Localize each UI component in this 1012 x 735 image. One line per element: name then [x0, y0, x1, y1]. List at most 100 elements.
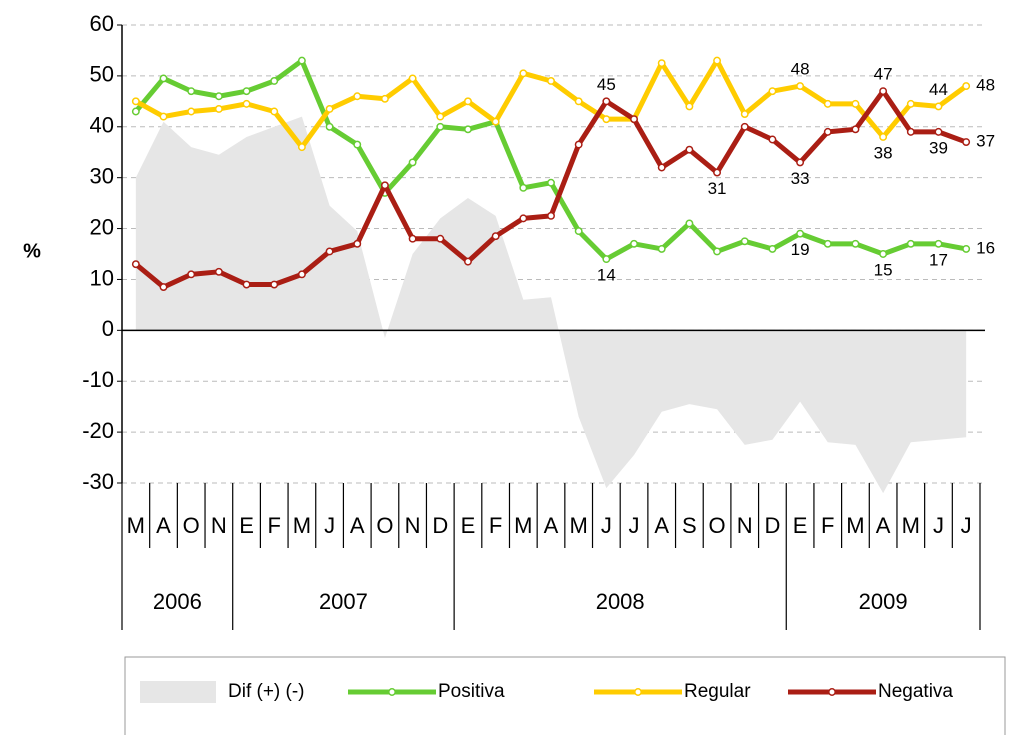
y-tick-label: -20 — [82, 418, 114, 443]
legend-swatch — [140, 681, 216, 703]
marker — [519, 69, 528, 78]
y-tick-label: -10 — [82, 367, 114, 392]
marker — [906, 239, 915, 248]
legend-label: Dif (+) (-) — [228, 681, 305, 702]
marker — [713, 247, 722, 256]
data-label: 48 — [791, 60, 810, 79]
marker — [380, 181, 389, 190]
marker — [464, 97, 472, 106]
y-tick-label: 10 — [90, 265, 114, 290]
x-tick-label: M — [127, 513, 145, 538]
y-axis-label: % — [23, 240, 41, 262]
x-tick-label: A — [876, 513, 891, 538]
marker — [602, 97, 611, 106]
x-tick-label: D — [764, 513, 780, 538]
marker — [879, 87, 888, 96]
data-label: 39 — [929, 138, 948, 157]
marker — [823, 127, 832, 136]
marker — [962, 138, 971, 146]
year-label: 2008 — [596, 589, 645, 614]
x-tick-label: M — [902, 513, 920, 538]
marker — [934, 239, 943, 248]
marker — [740, 237, 749, 246]
legend-marker — [634, 688, 642, 696]
marker — [768, 135, 777, 144]
marker — [768, 244, 777, 253]
legend-marker — [828, 688, 836, 696]
marker — [657, 59, 666, 68]
marker — [685, 219, 694, 228]
x-tick-label: J — [961, 513, 972, 538]
marker — [270, 77, 279, 85]
marker — [796, 82, 805, 91]
marker — [934, 102, 943, 111]
marker — [297, 143, 306, 152]
marker — [657, 244, 666, 253]
marker — [436, 234, 445, 243]
marker — [823, 239, 832, 248]
marker — [325, 122, 334, 131]
marker — [131, 260, 140, 269]
marker — [380, 94, 389, 103]
data-label: 48 — [976, 76, 995, 95]
marker — [408, 158, 417, 167]
marker — [823, 99, 832, 108]
y-tick-label: 60 — [90, 11, 114, 36]
marker — [602, 115, 611, 124]
year-label: 2007 — [319, 589, 368, 614]
marker — [574, 97, 583, 106]
legend-label: Regular — [684, 681, 751, 702]
marker — [713, 56, 722, 65]
marker — [353, 239, 362, 248]
x-tick-label: S — [682, 513, 697, 538]
marker — [851, 99, 860, 108]
marker — [242, 280, 251, 289]
data-label: 44 — [929, 80, 948, 99]
marker — [436, 122, 445, 131]
x-tick-label: O — [709, 513, 726, 538]
y-tick-label: 40 — [90, 113, 114, 138]
marker — [630, 239, 638, 248]
marker — [408, 74, 417, 83]
marker — [879, 133, 888, 141]
marker — [464, 257, 472, 266]
marker — [685, 102, 694, 111]
x-tick-label: O — [183, 513, 200, 538]
x-tick-label: J — [629, 513, 640, 538]
marker — [214, 267, 223, 276]
marker — [657, 163, 666, 172]
y-tick-label: 30 — [90, 163, 114, 188]
marker — [270, 280, 279, 289]
x-tick-label: J — [601, 513, 612, 538]
x-tick-label: A — [654, 513, 669, 538]
x-tick-label: F — [489, 513, 502, 538]
marker — [242, 87, 251, 96]
data-label: 15 — [874, 260, 893, 279]
data-label: 45 — [597, 75, 616, 94]
marker — [131, 107, 140, 116]
marker — [242, 99, 251, 108]
marker — [768, 87, 777, 96]
marker — [408, 234, 417, 243]
data-label: 14 — [597, 266, 616, 285]
marker — [547, 178, 555, 187]
marker — [464, 125, 472, 134]
marker — [187, 270, 196, 279]
marker — [547, 77, 555, 85]
marker — [491, 232, 500, 241]
x-tick-label: N — [737, 513, 753, 538]
marker — [906, 127, 915, 136]
legend-box — [124, 656, 1006, 735]
marker — [325, 247, 334, 256]
data-label: 16 — [976, 238, 995, 257]
marker — [630, 115, 638, 124]
y-tick-label: -30 — [82, 469, 114, 494]
marker — [796, 229, 805, 238]
x-tick-label: D — [432, 513, 448, 538]
data-label: 38 — [874, 143, 893, 162]
marker — [297, 56, 306, 65]
y-tick-label: 20 — [90, 214, 114, 239]
x-tick-label: E — [239, 513, 254, 538]
marker — [851, 239, 860, 248]
